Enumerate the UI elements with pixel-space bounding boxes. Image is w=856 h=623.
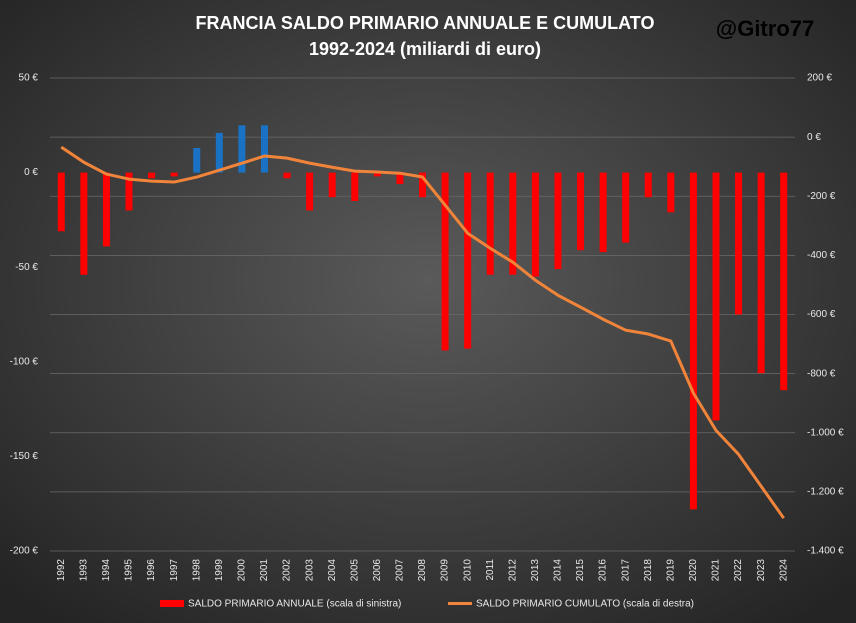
x-tick-label: 2004 xyxy=(327,559,338,582)
bar xyxy=(238,125,246,173)
bar xyxy=(441,172,449,351)
bar xyxy=(644,172,652,198)
x-tick-label: 1998 xyxy=(191,559,202,582)
x-tick-label: 2007 xyxy=(395,559,406,582)
bar xyxy=(373,172,381,177)
y2-tick-label: 0 € xyxy=(807,132,821,143)
bar xyxy=(170,172,178,177)
bar xyxy=(283,172,291,179)
bar xyxy=(215,132,223,173)
x-tick-label: 2022 xyxy=(733,559,744,582)
x-tick-label: 2020 xyxy=(688,559,699,582)
bar xyxy=(599,172,607,253)
legend-label: SALDO PRIMARIO CUMULATO (scala di destra… xyxy=(476,599,694,610)
x-tick-label: 2017 xyxy=(620,559,631,582)
x-tick-label: 2019 xyxy=(665,559,676,582)
bar xyxy=(486,172,494,275)
bar xyxy=(667,172,675,213)
x-tick-label: 2005 xyxy=(349,559,360,582)
bar xyxy=(509,172,517,275)
bar xyxy=(419,172,426,198)
x-tick-label: 2001 xyxy=(259,559,270,582)
y2-tick-label: -1.400 € xyxy=(807,546,844,557)
y2-tick-label: -1.000 € xyxy=(807,427,844,438)
x-tick-label: 2010 xyxy=(462,559,473,582)
y2-tick-label: -1.200 € xyxy=(807,487,844,498)
line xyxy=(60,145,785,520)
x-tick-label: 2009 xyxy=(440,559,451,582)
bar xyxy=(57,172,65,232)
x-tick-label: 2013 xyxy=(530,559,541,582)
x-tick-label: 1992 xyxy=(56,559,67,582)
x-tick-label: 1997 xyxy=(169,559,180,582)
bar xyxy=(148,172,156,179)
bar xyxy=(735,172,743,315)
y2-tick-label: -600 € xyxy=(807,309,836,320)
bar xyxy=(306,172,314,211)
x-tick-label: 1999 xyxy=(214,559,225,582)
bar xyxy=(689,172,697,510)
bar xyxy=(80,172,88,275)
x-tick-label: 2006 xyxy=(372,559,383,582)
x-tick-label: 2008 xyxy=(417,559,428,582)
y2-tick-label: -200 € xyxy=(807,191,836,202)
x-tick-label: 1995 xyxy=(124,559,135,582)
bar xyxy=(351,172,359,201)
x-tick-label: 2002 xyxy=(282,559,293,582)
x-tick-label: 2015 xyxy=(575,559,586,582)
x-tick-label: 2014 xyxy=(553,559,564,582)
x-tick-label: 1993 xyxy=(79,559,90,582)
y-tick-label: 0 € xyxy=(24,167,38,178)
y2-tick-label: -800 € xyxy=(807,368,836,379)
chart-title: FRANCIA SALDO PRIMARIO ANNUALE E CUMULAT… xyxy=(196,13,655,33)
x-tick-label: 2024 xyxy=(778,559,789,582)
x-tick-label: 2018 xyxy=(643,559,654,582)
y2-tick-label: 200 € xyxy=(807,73,832,84)
bar xyxy=(125,172,133,211)
y-tick-label: -100 € xyxy=(10,356,39,367)
x-tick-label: 2011 xyxy=(485,559,496,581)
y-tick-label: -150 € xyxy=(10,451,39,462)
bar xyxy=(193,148,201,173)
legend-label: SALDO PRIMARIO ANNUALE (scala di sinistr… xyxy=(188,599,401,610)
x-tick-label: 2016 xyxy=(598,559,609,582)
x-tick-label: 2021 xyxy=(711,559,722,582)
bar xyxy=(780,172,788,391)
bar xyxy=(757,172,765,374)
watermark: @Gitro77 xyxy=(716,16,814,41)
bar xyxy=(260,125,268,173)
y2-tick-label: -400 € xyxy=(807,250,836,261)
bar xyxy=(554,172,562,270)
x-tick-label: 2023 xyxy=(756,559,767,582)
x-tick-label: 1996 xyxy=(146,559,157,582)
bar xyxy=(577,172,585,251)
bar xyxy=(396,172,404,184)
y-tick-label: -200 € xyxy=(10,546,39,557)
bar xyxy=(328,172,336,198)
bar xyxy=(712,172,720,421)
bar xyxy=(531,172,539,277)
bar xyxy=(102,172,110,247)
x-tick-label: 2000 xyxy=(237,559,248,582)
bar xyxy=(622,172,630,243)
y-tick-label: 50 € xyxy=(19,73,39,84)
y-tick-label: -50 € xyxy=(15,262,38,273)
legend-swatch xyxy=(160,600,184,607)
x-tick-label: 2003 xyxy=(304,559,315,582)
chart-subtitle: 1992-2024 (miliardi di euro) xyxy=(309,39,541,59)
x-tick-label: 2012 xyxy=(507,559,518,582)
x-tick-label: 1994 xyxy=(101,559,112,582)
bar xyxy=(464,172,472,349)
